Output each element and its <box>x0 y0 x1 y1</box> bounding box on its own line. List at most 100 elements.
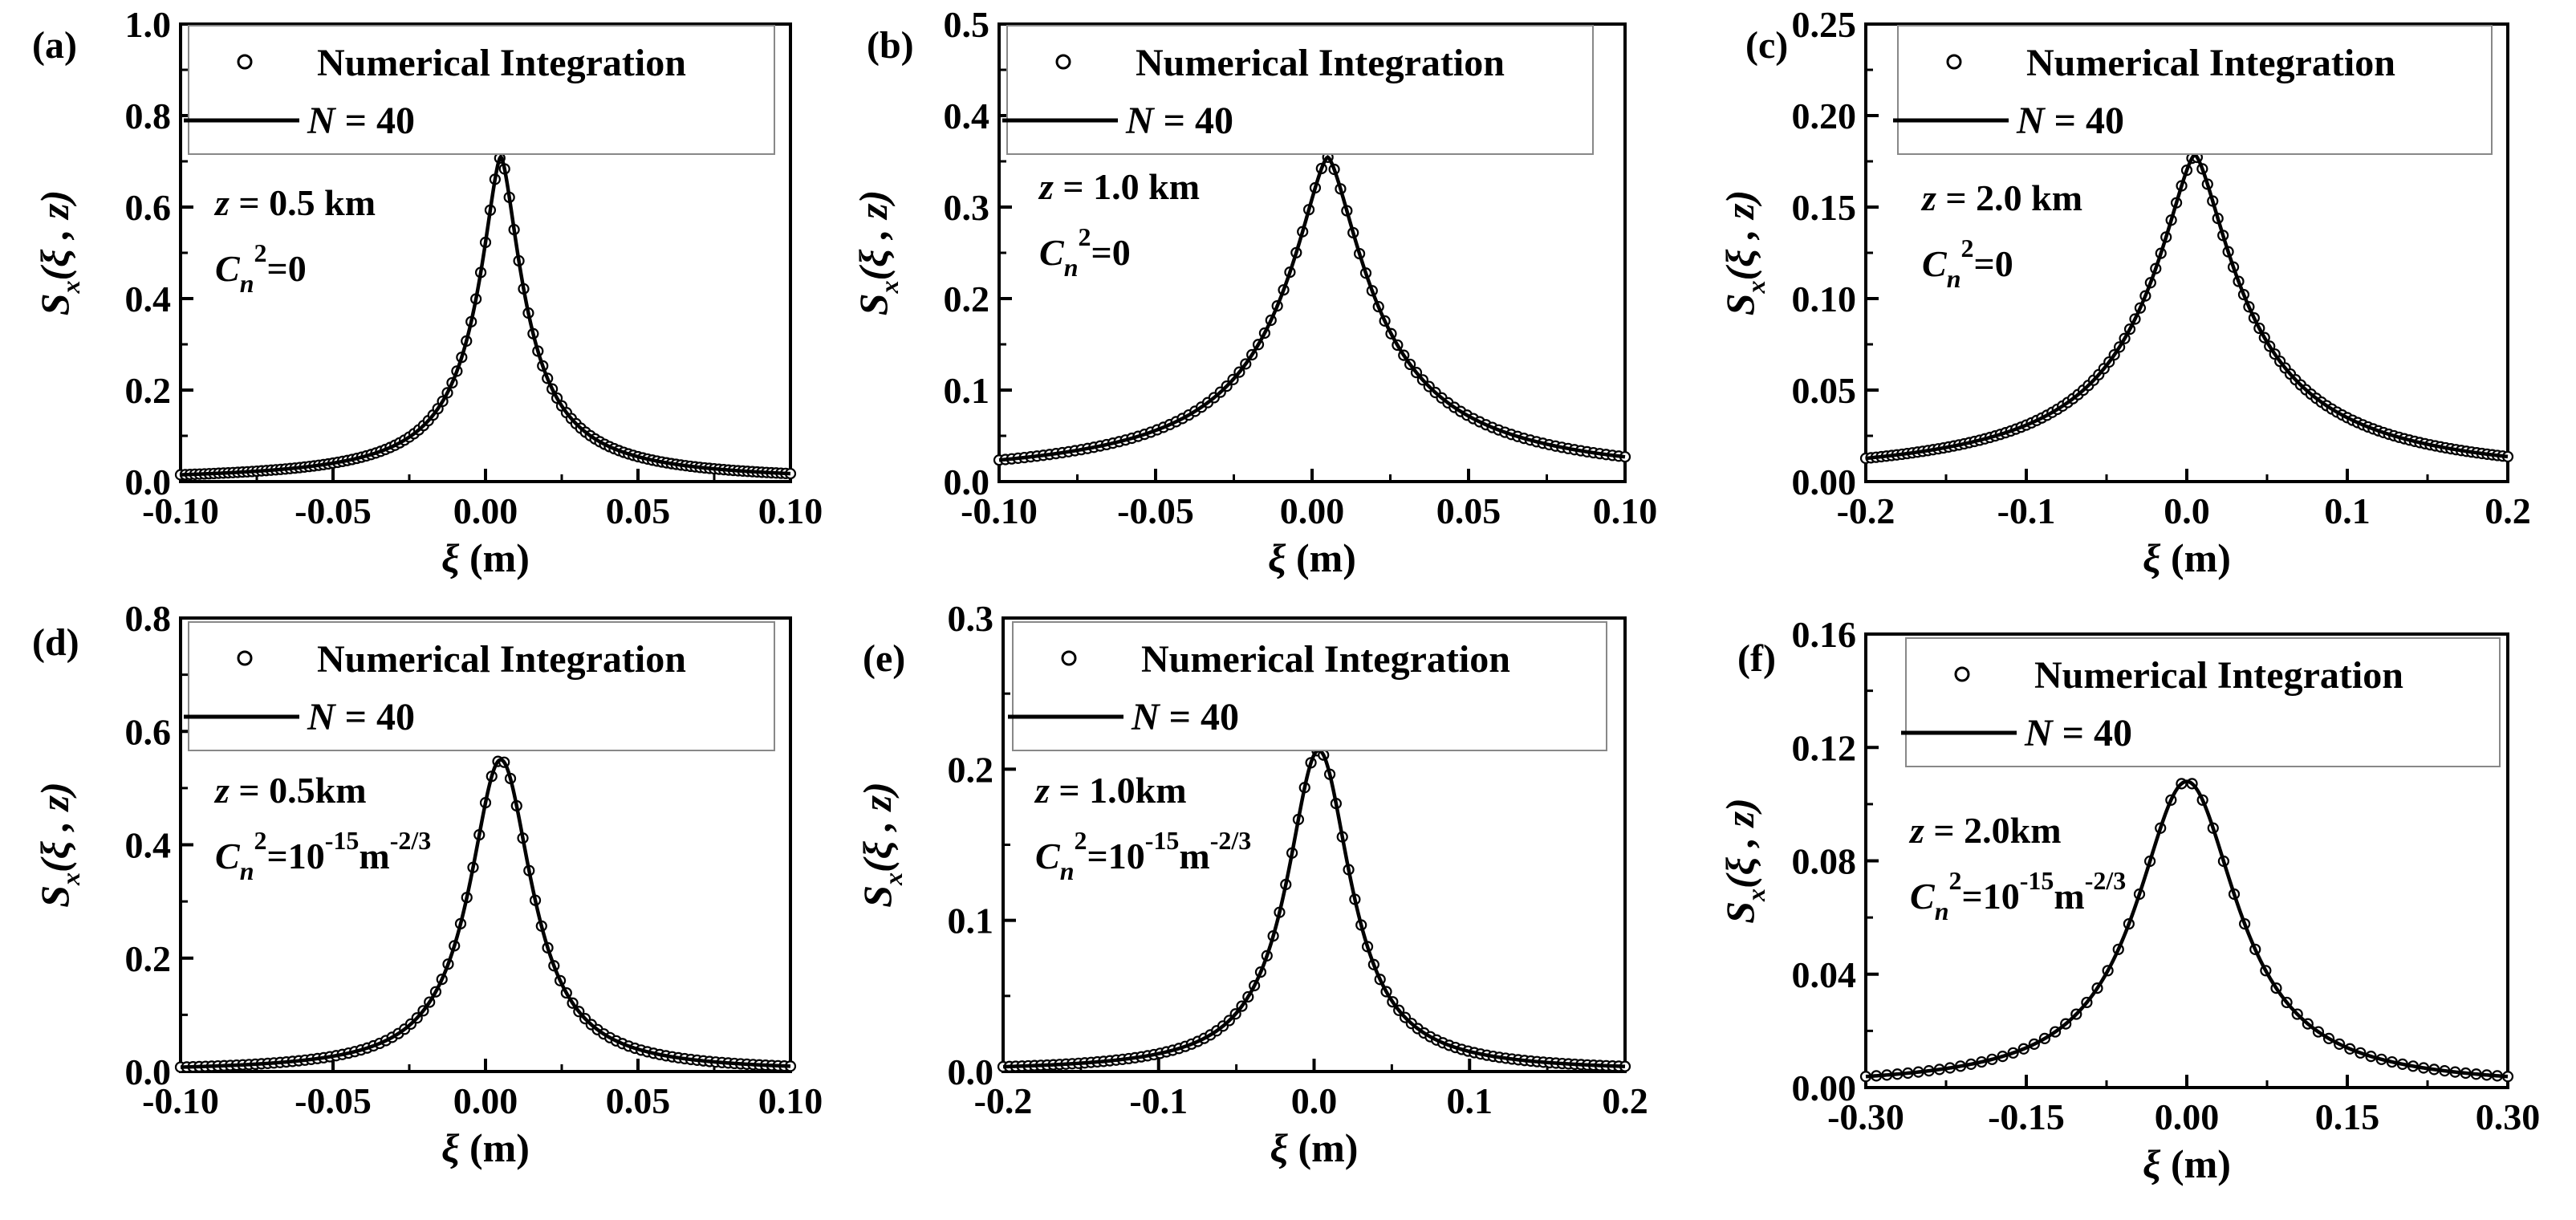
annotation-z: z = 0.5 km <box>213 182 376 223</box>
x-tick-label: -0.15 <box>1988 1096 2065 1137</box>
legend-marker-symbol <box>1055 54 1071 70</box>
annotation-cn2: Cn2=0 <box>215 238 307 298</box>
x-tick-label: 0.00 <box>2155 1096 2220 1137</box>
x-tick-label: -0.10 <box>961 490 1038 531</box>
x-tick-label: -0.2 <box>1837 490 1895 531</box>
legend-label-n40: N = 40 <box>2024 712 2132 754</box>
x-tick-label: 0.30 <box>2476 1096 2541 1137</box>
legend-label-numerical: Numerical Integration <box>2034 654 2403 697</box>
y-axis-label: Sx(ξ , z) <box>855 782 908 908</box>
x-tick-label: 0.10 <box>758 1080 823 1121</box>
y-tick-label: 0.12 <box>1792 727 1857 768</box>
x-tick-label: -0.05 <box>1117 490 1194 531</box>
series-line-n40 <box>998 154 1626 462</box>
series-line-n40 <box>180 758 791 1069</box>
y-tick-label: 0.4 <box>944 96 990 136</box>
panel-label: (b) <box>867 24 914 67</box>
y-tick-label: 0.16 <box>1792 614 1857 655</box>
y-axis-label: Sx(ξ , z) <box>1717 798 1770 924</box>
panel-label: (d) <box>32 621 79 664</box>
annotation-z: z = 2.0 km <box>1920 177 2082 218</box>
legend-label-numerical: Numerical Integration <box>1141 638 1510 681</box>
x-tick-label: -0.10 <box>142 490 219 531</box>
annotation-z: z = 2.0km <box>1908 810 2062 851</box>
annotation-z: z = 1.0 km <box>1038 166 1200 207</box>
y-axis-label: Sx(ξ , z) <box>851 190 904 316</box>
legend-box <box>188 25 775 155</box>
y-tick-label: 0.05 <box>1792 370 1857 411</box>
y-tick-label: 0.4 <box>125 279 172 319</box>
legend-marker-symbol <box>1954 666 1970 682</box>
x-axis-label: ξ (m) <box>441 1125 530 1170</box>
y-tick-label: 0.8 <box>125 598 172 639</box>
x-tick-label: -0.05 <box>295 1080 372 1121</box>
x-tick-label: -0.05 <box>295 490 372 531</box>
annotation-cn2: Cn2=0 <box>1922 234 2013 293</box>
x-tick-label: 0.10 <box>758 490 823 531</box>
y-tick-label: 0.8 <box>125 96 172 136</box>
x-tick-label: 0.2 <box>2485 490 2531 531</box>
x-tick-label: 0.05 <box>606 1080 671 1121</box>
y-tick-label: 0.6 <box>125 711 172 752</box>
y-tick-label: 0.2 <box>125 370 172 411</box>
series-line-n40 <box>1865 152 2509 461</box>
x-tick-label: 0.0 <box>2164 490 2210 531</box>
panel-label: (c) <box>1745 24 1788 67</box>
x-axis-label: ξ (m) <box>441 535 530 580</box>
x-tick-label: 0.05 <box>606 490 671 531</box>
x-tick-label: -0.30 <box>1827 1096 1904 1137</box>
legend-box <box>188 621 775 751</box>
annotation-cn2: Cn2=10-15m-2/3 <box>1910 866 2126 925</box>
legend-box <box>1905 637 2501 767</box>
x-tick-label: 0.05 <box>1436 490 1501 531</box>
y-axis-label: Sx(ξ , z) <box>32 190 85 316</box>
legend-label-numerical: Numerical Integration <box>2026 42 2395 84</box>
x-tick-label: 0.00 <box>453 490 518 531</box>
chart-panel-f: -0.30 -0.15 0.00 0.15 0.30 0.00 0.04 0.08 0.12 0.… <box>1717 614 2540 1186</box>
legend-label-n40: N = 40 <box>1125 100 1233 142</box>
y-tick-label: 0.20 <box>1792 96 1857 136</box>
y-tick-label: 0.6 <box>125 187 172 228</box>
chart-panel-a: -0.10 -0.05 0.00 0.05 0.10 0.0 0.2 0.4 0.6 0.8 1.0… <box>32 4 823 580</box>
x-tick-label: -0.2 <box>974 1080 1033 1121</box>
chart-panel-b: -0.10 -0.05 0.00 0.05 0.10 0.0 0.1 0.2 0.3 0.4 0.5… <box>851 4 1657 580</box>
y-tick-label: 0.2 <box>944 279 990 319</box>
legend-box <box>1012 621 1607 751</box>
x-tick-label: 0.1 <box>1447 1080 1493 1121</box>
x-tick-label: -0.1 <box>1997 490 2056 531</box>
x-tick-label: 0.0 <box>1291 1080 1338 1121</box>
panel-label: (e) <box>863 637 905 680</box>
legend-marker-symbol <box>237 54 253 70</box>
chart-panel-d: -0.10 -0.05 0.00 0.05 0.10 0.0 0.2 0.4 0.6 0.8 ξ (… <box>32 598 823 1170</box>
y-tick-label: 0.4 <box>125 825 172 866</box>
series-line-n40 <box>1865 779 2509 1079</box>
legend-label-numerical: Numerical Integration <box>1136 42 1505 84</box>
x-tick-label: 0.1 <box>2324 490 2371 531</box>
x-tick-label: 0.10 <box>1593 490 1658 531</box>
x-tick-label: 0.00 <box>453 1080 518 1121</box>
y-tick-label: 0.15 <box>1792 187 1857 228</box>
y-tick-label: 0.00 <box>1792 462 1857 502</box>
x-tick-label: -0.1 <box>1129 1080 1188 1121</box>
legend-marker-symbol <box>1946 54 1962 70</box>
y-axis-label: Sx(ξ , z) <box>32 782 85 908</box>
x-axis-label: ξ (m) <box>2143 1141 2231 1186</box>
chart-panel-c: -0.2 -0.1 0.0 0.1 0.2 0.00 0.05 0.10 0.15 0.20 0.2… <box>1717 4 2531 580</box>
y-tick-label: 0.00 <box>1792 1068 1857 1108</box>
y-tick-label: 1.0 <box>125 4 172 45</box>
y-tick-label: 0.10 <box>1792 279 1857 319</box>
annotation-z: z = 0.5km <box>213 770 367 811</box>
x-tick-label: -0.10 <box>142 1080 219 1121</box>
y-tick-label: 0.3 <box>948 598 994 639</box>
y-tick-label: 0.08 <box>1792 841 1857 882</box>
y-tick-label: 0.0 <box>948 1051 994 1092</box>
chart-panel-e: -0.2 -0.1 0.0 0.1 0.2 0.0 0.1 0.2 0.3 ξ (m) Sx(ξ ,… <box>855 598 1648 1170</box>
x-axis-label: ξ (m) <box>1268 535 1356 580</box>
annotation-cn2: Cn2=10-15m-2/3 <box>1035 826 1251 885</box>
y-tick-label: 0.3 <box>944 187 990 228</box>
x-axis-label: ξ (m) <box>1270 1125 1359 1170</box>
y-tick-label: 0.1 <box>944 370 990 411</box>
annotation-z: z = 1.0km <box>1034 770 1187 811</box>
legend-label-numerical: Numerical Integration <box>317 638 686 681</box>
legend-marker-symbol <box>237 650 253 666</box>
